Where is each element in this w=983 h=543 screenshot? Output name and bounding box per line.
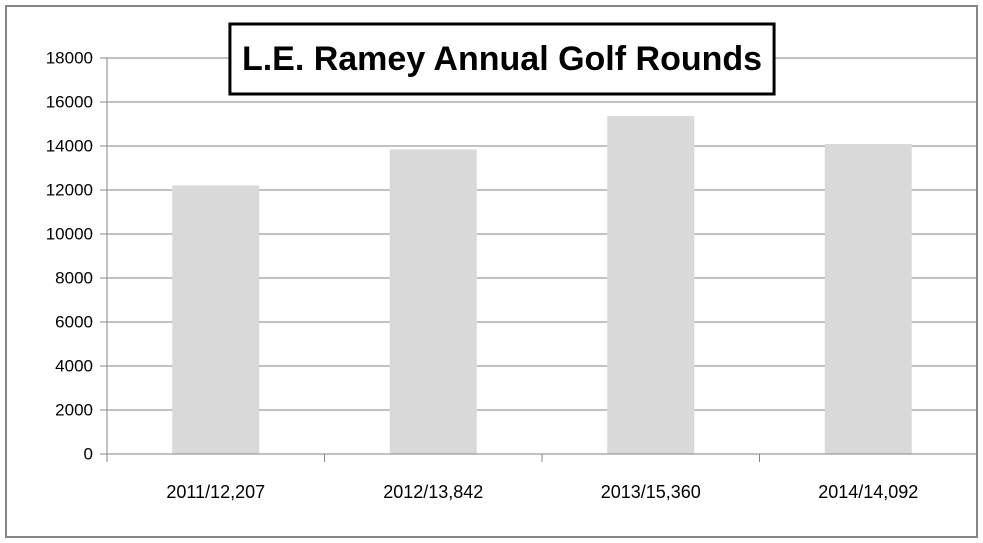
y-tick-label: 12000: [46, 181, 93, 200]
axes: [100, 57, 978, 462]
x-tick-label: 2012/13,842: [383, 482, 483, 502]
y-tick-label: 2000: [55, 401, 93, 420]
chart-title: L.E. Ramey Annual Golf Rounds: [242, 40, 762, 78]
x-tick-label: 2013/15,360: [601, 482, 701, 502]
y-tick-label: 18000: [46, 49, 93, 68]
y-tick-label: 0: [84, 445, 93, 464]
x-tick-label: 2011/12,207: [166, 482, 265, 502]
x-tick-label: 2014/14,092: [818, 482, 918, 502]
bar: [607, 116, 695, 454]
y-tick-label: 10000: [46, 225, 93, 244]
bar: [172, 185, 260, 455]
chart-title-box: [228, 22, 776, 96]
bars: [172, 116, 912, 455]
y-tick-label: 4000: [55, 357, 93, 376]
y-tick-label: 6000: [55, 313, 93, 332]
y-tick-label: 8000: [55, 269, 93, 288]
bar: [824, 143, 912, 454]
y-tick-label: 14000: [46, 137, 93, 156]
bar: [389, 149, 477, 454]
labels: 0 2000 4000 6000 8000 10000 12000 14000 16000 180…: [46, 49, 919, 503]
title-group: L.E. Ramey Annual Golf Rounds: [228, 22, 776, 96]
y-tick-label: 16000: [46, 93, 93, 112]
